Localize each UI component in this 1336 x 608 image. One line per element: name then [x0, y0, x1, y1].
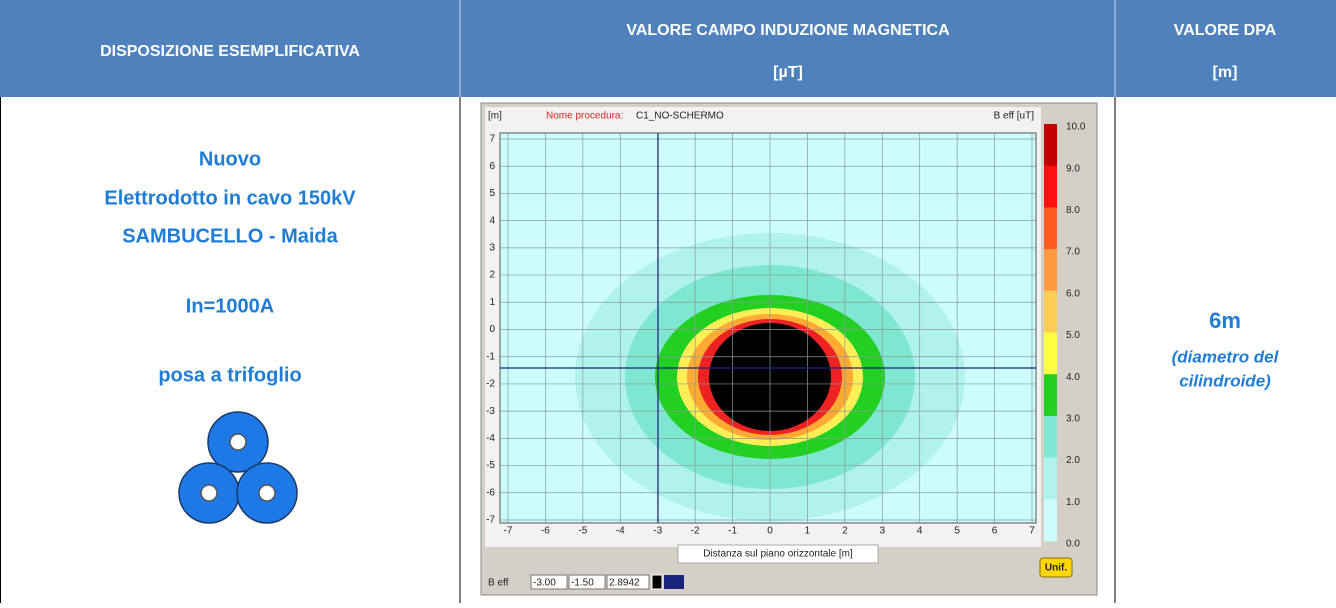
y-tick-label: -2 — [486, 379, 495, 390]
x-tick-label: -2 — [691, 526, 700, 537]
scale-label: 10.0 — [1066, 122, 1086, 133]
header-cell: VALORE DPA — [1174, 22, 1277, 39]
y-tick-label: 5 — [489, 188, 495, 199]
y-tick-label: 6 — [489, 161, 495, 172]
y-tick-label: 7 — [489, 134, 495, 145]
y-tick-label: -4 — [486, 433, 495, 444]
y-tick-label: -6 — [486, 487, 495, 498]
trefoil-icon — [178, 411, 298, 524]
y-tick-label: 4 — [489, 215, 495, 226]
arrangement-line: Nuovo — [199, 148, 261, 170]
header-row — [0, 0, 1336, 97]
header-cell: VALORE CAMPO INDUZIONE MAGNETICA — [626, 22, 950, 39]
x-tick-label: 1 — [805, 526, 811, 537]
laying: posa a trifoglio — [158, 364, 301, 386]
y-tick-label: -5 — [486, 460, 495, 471]
field-plot: [m] Nome procedura: C1_NO-SCHERMO B eff … — [480, 102, 1098, 596]
x-tick-label: 4 — [917, 526, 923, 537]
scale-band — [1044, 165, 1057, 208]
scale-label: 0.0 — [1066, 539, 1080, 550]
x-tick-label: 2 — [842, 526, 848, 537]
scale-label: 9.0 — [1066, 163, 1080, 174]
scale-label: 8.0 — [1066, 205, 1080, 216]
x-tick-label: -6 — [541, 526, 550, 537]
header-cell: DISPOSIZIONE ESEMPLIFICATIVA — [100, 43, 360, 60]
header-cell: [m] — [1213, 64, 1238, 81]
x-tick-label: -1 — [728, 526, 737, 537]
status-box — [606, 574, 650, 590]
y-tick-label: -3 — [486, 406, 495, 417]
y-tick-label: -1 — [486, 351, 495, 362]
unif-button-label[interactable]: Unif. — [1045, 563, 1067, 574]
x-tick-label: -5 — [578, 526, 587, 537]
dpa-note: (diametro del — [1172, 347, 1280, 366]
scale-band — [1044, 457, 1057, 500]
x-tick-label: 7 — [1029, 526, 1035, 537]
x-tick-label: 3 — [880, 526, 886, 537]
arrangement-line: SAMBUCELLO - Maida — [122, 225, 338, 247]
x-tick-label: 5 — [954, 526, 960, 537]
scale-band — [1044, 499, 1057, 542]
procedure-name: C1_NO-SCHERMO — [636, 111, 724, 122]
field-label: B eff [uT] — [994, 111, 1035, 122]
y-tick-label: 1 — [489, 297, 495, 308]
scale-label: 5.0 — [1066, 330, 1080, 341]
scale-label: 6.0 — [1066, 288, 1080, 299]
scale-band — [1044, 332, 1057, 375]
status-box — [568, 574, 606, 590]
current: In=1000A — [186, 295, 274, 317]
scale-band — [1044, 374, 1057, 417]
scale-label: 2.0 — [1066, 455, 1080, 466]
scale-label: 4.0 — [1066, 372, 1080, 383]
scale-band — [1044, 124, 1057, 167]
scale-band — [1044, 249, 1057, 292]
y-tick-label: 0 — [489, 324, 495, 335]
unif-button[interactable] — [1039, 557, 1073, 578]
y-tick-label: -7 — [486, 515, 495, 526]
scale-band — [1044, 207, 1057, 250]
procedure-label: Nome procedura: — [546, 111, 623, 122]
dpa-note: cilindroide) — [1179, 371, 1271, 390]
x-axis-label: Distanza sul piano orizzontale [m] — [703, 549, 853, 560]
x-tick-label: -7 — [504, 526, 513, 537]
scale-label: 1.0 — [1066, 497, 1080, 508]
header-cell: [µT] — [773, 64, 803, 81]
dpa-value: 6m — [1209, 308, 1241, 333]
status-text: B eff — [488, 578, 509, 589]
x-tick-label: 0 — [767, 526, 773, 537]
arrangement-line: Elettrodotto in cavo 150kV — [104, 187, 356, 209]
y-unit: [m] — [488, 111, 502, 122]
x-tick-label: -3 — [653, 526, 662, 537]
status-text: -1.50 — [571, 578, 594, 589]
scale-band — [1044, 290, 1057, 333]
x-tick-label: 6 — [992, 526, 998, 537]
scale-label: 7.0 — [1066, 247, 1080, 258]
scale-label: 3.0 — [1066, 414, 1080, 425]
y-tick-label: 2 — [489, 270, 495, 281]
y-tick-label: 3 — [489, 242, 495, 253]
status-text: -3.00 — [533, 578, 556, 589]
scale-band — [1044, 415, 1057, 459]
status-box — [530, 574, 568, 590]
x-tick-label: -4 — [616, 526, 625, 537]
status-text: 2.8942 — [609, 578, 640, 589]
